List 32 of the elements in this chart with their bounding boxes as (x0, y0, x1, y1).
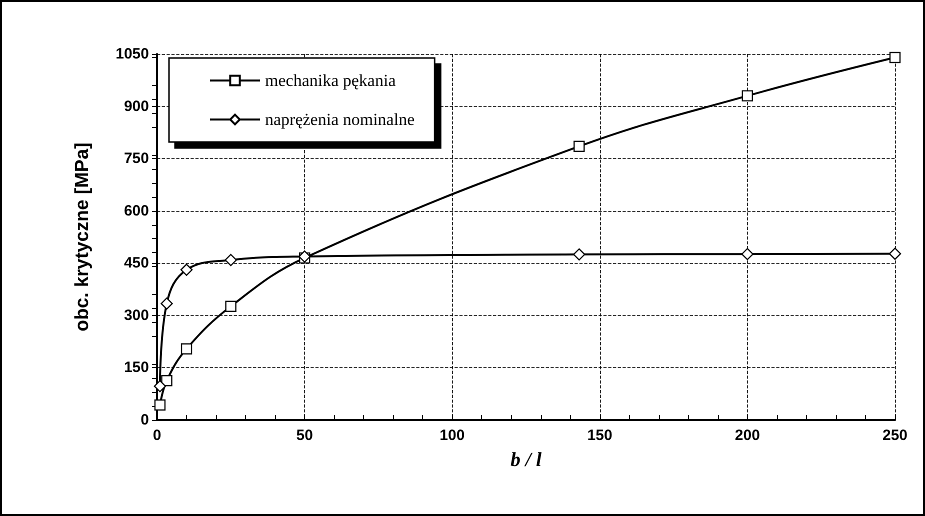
x-axis-title: b / l (510, 449, 542, 471)
y-tick-label: 900 (124, 98, 149, 115)
point (742, 90, 753, 102)
point (888, 248, 902, 260)
y-tick-label: 150 (124, 359, 149, 376)
y-tick-label: 0 (140, 412, 149, 428)
x-tick-label: 100 (440, 427, 465, 444)
y-axis-title: obc. krytyczne [MPa] (72, 142, 93, 332)
y-tick-label: 450 (124, 254, 149, 272)
y-tick-label: 600 (124, 202, 149, 220)
x-tick-label: 150 (587, 427, 612, 444)
legend-label: naprężenia nominalne (265, 110, 415, 129)
point (180, 343, 192, 354)
point (180, 264, 193, 276)
y-tick-label: 750 (124, 150, 149, 168)
point (160, 297, 173, 310)
point (154, 380, 166, 392)
point (225, 300, 236, 312)
point (161, 375, 172, 386)
x-tick-label: 250 (882, 427, 908, 444)
legend-label: mechanika pękania (265, 71, 396, 90)
point (574, 140, 585, 152)
x-tick-label: 0 (152, 427, 162, 444)
point (741, 248, 754, 260)
point (154, 399, 166, 411)
point (573, 248, 586, 261)
y-tick-label: 1050 (116, 46, 149, 62)
x-tick-label: 200 (734, 427, 760, 444)
point (224, 254, 237, 266)
point (889, 52, 901, 64)
y-tick-label: 300 (124, 306, 149, 324)
x-tick-label: 50 (296, 427, 313, 444)
